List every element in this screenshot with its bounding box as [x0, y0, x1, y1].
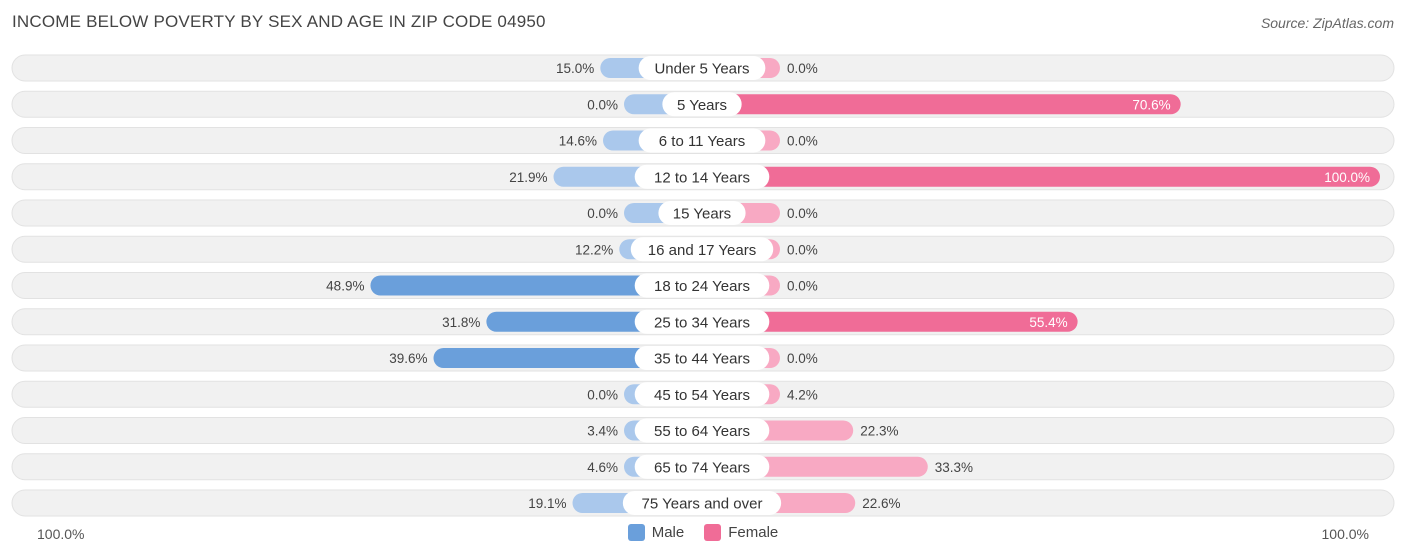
category-label-under-5-years: Under 5 Years [654, 61, 749, 78]
bar-female-5-years [702, 94, 1181, 115]
category-pill-16-and-17-years [630, 237, 774, 262]
value-label-male-18-to-24-years: 48.9% [326, 279, 364, 294]
category-label-65-to-74-years: 65 to 74 Years [654, 459, 750, 476]
value-label-male-15-years: 0.0% [587, 206, 618, 221]
value-label-male-25-to-34-years: 31.8% [442, 315, 480, 330]
category-pill-6-to-11-years [638, 128, 766, 153]
axis-right-label: 100.0% [1321, 526, 1369, 542]
category-pill-65-to-74-years [634, 454, 770, 479]
legend-item-female: Female [704, 524, 778, 541]
value-label-male-16-and-17-years: 12.2% [575, 242, 613, 257]
category-pill-35-to-44-years [634, 346, 770, 370]
legend-label-male: Male [651, 524, 685, 541]
category-pill-55-to-64-years [634, 418, 770, 443]
value-label-male-5-years: 0.0% [587, 97, 618, 112]
value-label-female-16-and-17-years: 0.0% [787, 242, 818, 257]
value-label-male-65-to-74-years: 4.6% [587, 460, 618, 475]
category-label-6-to-11-years: 6 to 11 Years [659, 133, 745, 150]
legend-label-female: Female [728, 524, 779, 541]
category-pill-45-to-54-years [634, 382, 770, 407]
category-pill-12-to-14-years [634, 164, 770, 189]
category-label-45-to-54-years: 45 to 54 Years [654, 387, 750, 404]
legend-item-male: Male [627, 524, 685, 541]
category-label-35-to-44-years: 35 to 44 Years [654, 351, 750, 368]
value-label-male-45-to-54-years: 0.0% [587, 387, 618, 402]
value-label-male-12-to-14-years: 21.9% [509, 170, 547, 185]
value-label-female-5-years: 70.6% [1132, 97, 1170, 112]
category-label-12-to-14-years: 12 to 14 Years [654, 169, 750, 186]
value-label-male-35-to-44-years: 39.6% [389, 351, 427, 366]
category-label-5-years: 5 Years [677, 97, 727, 114]
category-pill-5-years [662, 92, 742, 117]
value-label-female-75-years-and-over: 22.6% [862, 496, 900, 511]
category-label-25-to-34-years: 25 to 34 Years [654, 314, 750, 331]
category-pill-under-5-years [638, 56, 766, 80]
category-label-55-to-64-years: 55 to 64 Years [654, 423, 750, 440]
bar-female-12-to-14-years [702, 166, 1380, 187]
bar-male-35-to-44-years [433, 348, 702, 368]
value-label-female-55-to-64-years: 22.3% [860, 424, 898, 439]
category-pill-18-to-24-years [634, 273, 770, 298]
chart-title: INCOME BELOW POVERTY BY SEX AND AGE IN Z… [12, 12, 546, 31]
value-label-male-75-years-and-over: 19.1% [528, 496, 566, 511]
category-label-15-years: 15 Years [673, 206, 731, 223]
axis-left-label: 100.0% [37, 526, 85, 542]
value-label-female-15-years: 0.0% [787, 206, 818, 221]
legend-swatch-male [627, 524, 645, 541]
value-label-female-45-to-54-years: 4.2% [787, 387, 818, 402]
category-label-18-to-24-years: 18 to 24 Years [654, 278, 750, 295]
category-pill-75-years-and-over [622, 491, 782, 515]
category-pill-25-to-34-years [634, 309, 770, 334]
bar-male-18-to-24-years [370, 275, 702, 296]
bar-female-25-to-34-years [702, 311, 1078, 332]
value-label-female-under-5-years: 0.0% [787, 61, 818, 76]
legend: Male Female [0, 524, 1406, 541]
value-label-male-under-5-years: 15.0% [556, 61, 594, 76]
category-label-16-and-17-years: 16 and 17 Years [648, 242, 756, 259]
value-label-female-18-to-24-years: 0.0% [787, 279, 818, 294]
category-pill-15-years [658, 201, 746, 225]
value-label-male-55-to-64-years: 3.4% [587, 424, 618, 439]
value-label-female-12-to-14-years: 100.0% [1324, 170, 1370, 185]
value-label-female-65-to-74-years: 33.3% [935, 460, 973, 475]
value-label-female-6-to-11-years: 0.0% [787, 134, 818, 149]
legend-swatch-female [704, 524, 722, 541]
chart-source: Source: ZipAtlas.com [1260, 15, 1394, 31]
value-label-female-25-to-34-years: 55.4% [1029, 315, 1067, 330]
diverging-bar-chart: Under 5 Years 15.0% 0.0% 5 Years 0.0% 70.6% 6 … [11, 54, 1395, 517]
value-label-female-35-to-44-years: 0.0% [787, 351, 818, 366]
value-label-male-6-to-11-years: 14.6% [559, 134, 597, 149]
category-label-75-years-and-over: 75 Years and over [642, 496, 763, 513]
